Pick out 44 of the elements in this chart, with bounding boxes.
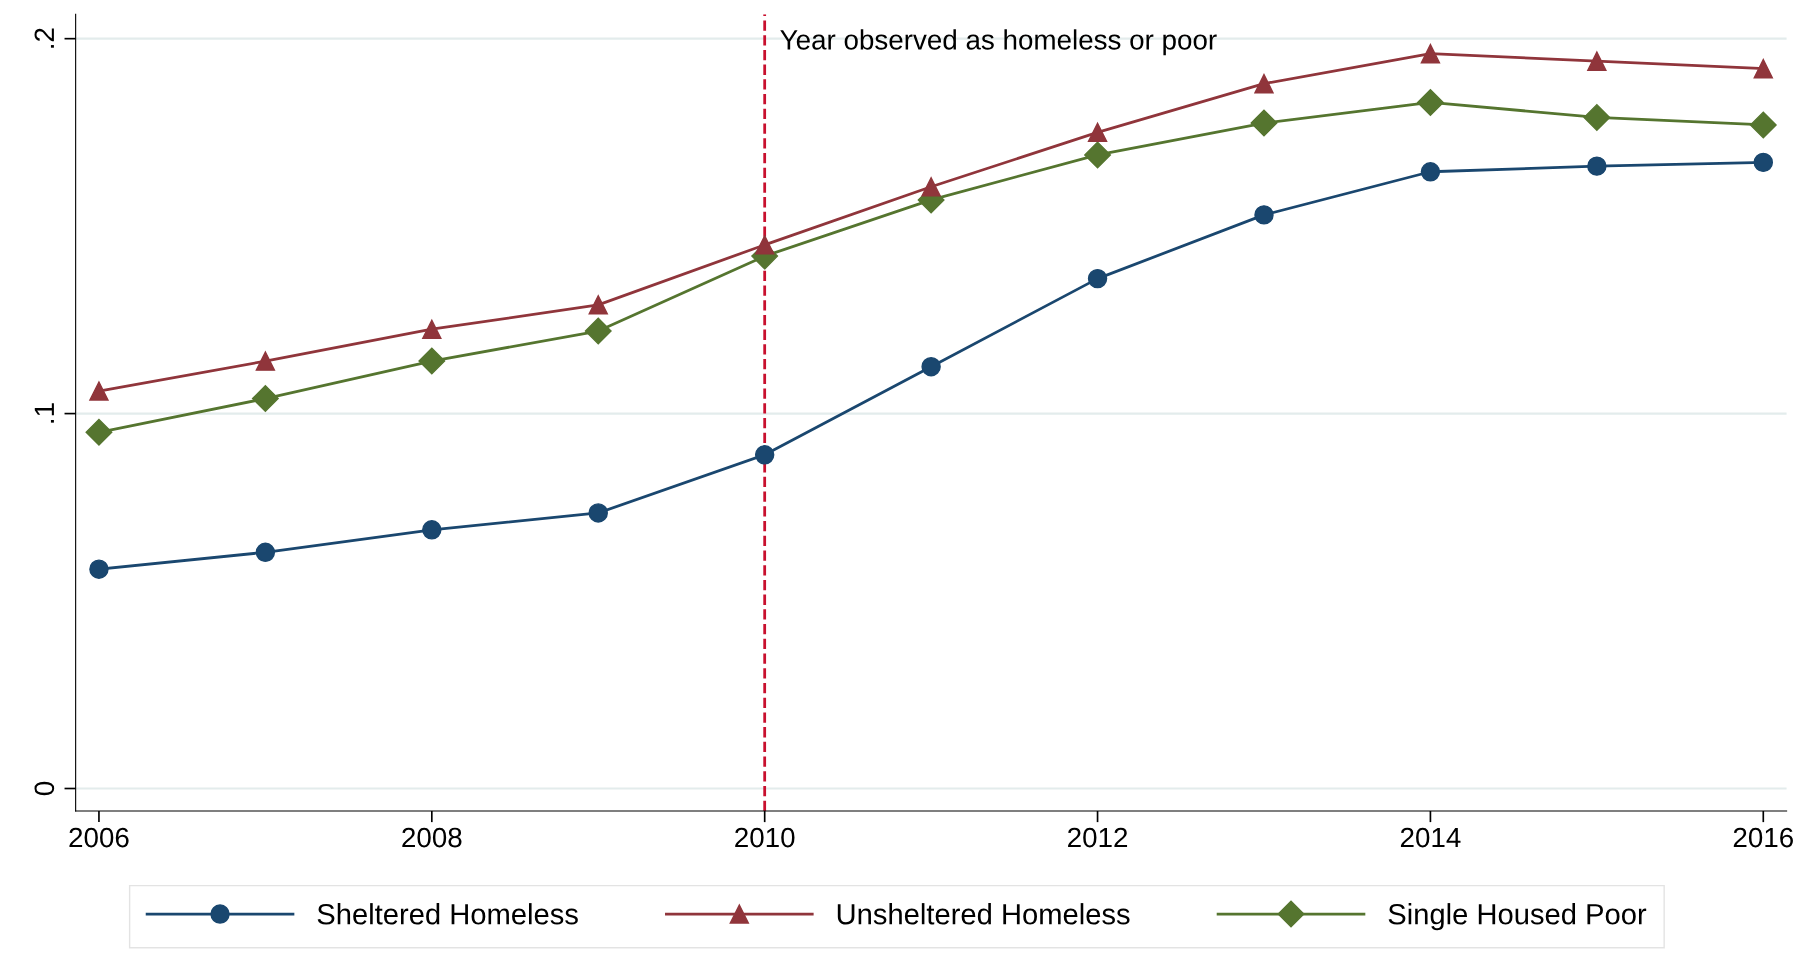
point (1583, 103, 1611, 131)
y-tick-label: .2 (34, 28, 54, 48)
point (1753, 58, 1774, 79)
point (1087, 122, 1108, 143)
legend-label: Unsheltered Homeless (837, 903, 1130, 925)
point (1587, 156, 1607, 176)
point (921, 356, 941, 377)
legend-label: Sheltered Homeless (317, 903, 578, 925)
point (1416, 88, 1444, 116)
point (422, 520, 442, 540)
x-tick-label: 2008 (402, 827, 462, 848)
point (754, 235, 775, 255)
point (1254, 73, 1274, 94)
point (1254, 205, 1274, 225)
x-tick-label: 2014 (1400, 827, 1461, 848)
legend-label: Single Housed Poor (1388, 903, 1647, 931)
point (1084, 141, 1112, 169)
point (1587, 51, 1607, 71)
y-tick-label: 0 (34, 781, 55, 796)
ref-line-label: Year observed as homeless or poor (780, 29, 1217, 56)
point (89, 381, 109, 401)
x-tick-label: 2016 (1733, 827, 1793, 848)
point (89, 559, 109, 579)
y-tick-label: .1 (34, 403, 54, 423)
point (1420, 43, 1441, 64)
x-tick-label: 2010 (735, 827, 795, 848)
point (255, 351, 276, 371)
point (588, 295, 608, 315)
point (418, 347, 446, 375)
point (921, 177, 941, 197)
point (1250, 109, 1278, 137)
point (1749, 111, 1777, 139)
point (85, 418, 113, 446)
point (754, 445, 775, 465)
point (1753, 152, 1774, 173)
x-tick-label: 2012 (1068, 827, 1128, 848)
point (255, 542, 276, 563)
point (584, 317, 612, 345)
point (1420, 162, 1441, 182)
x-tick-label: 2006 (69, 827, 129, 848)
point (422, 319, 442, 339)
point (588, 503, 608, 523)
point (1087, 268, 1108, 289)
point (251, 385, 279, 413)
